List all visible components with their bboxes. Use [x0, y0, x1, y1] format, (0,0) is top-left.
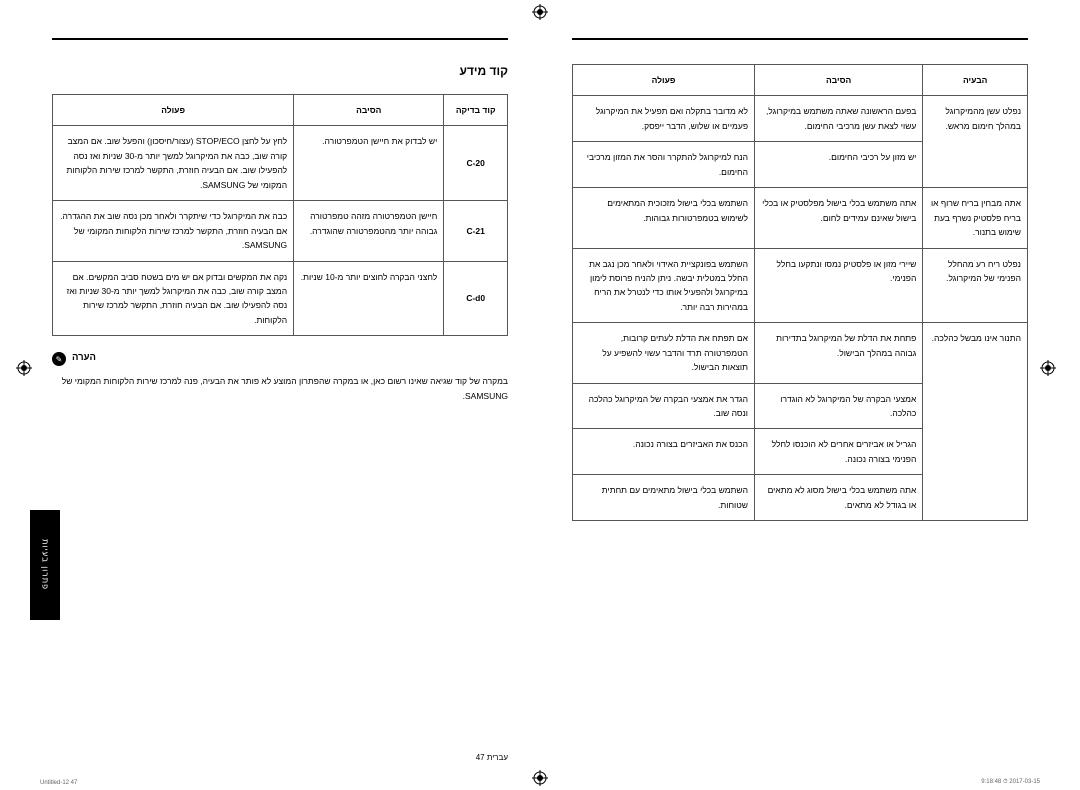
cell-problem: נפלט עשן מהמיקרוגל במהלך חימום מראש.	[923, 96, 1028, 188]
col-header-cause: הסיבה	[294, 95, 444, 126]
cell-cause: יש לבדוק את חיישן הטמפרטורה.	[294, 126, 444, 201]
col-header-problem: הבעיה	[923, 65, 1028, 96]
note-label: הערה	[72, 352, 96, 363]
page-right: הבעיה הסיבה פעולה נפלט עשן מהמיקרוגל במה…	[550, 10, 1050, 780]
cell-cause: חיישן הטמפרטורה מזהה טמפרטורה גבוהה יותר…	[294, 201, 444, 261]
cell-action: השתמש בכלי בישול מתאימים עם תחתית שטוחות…	[573, 475, 755, 521]
table-row: אתה מבחין בריח שרוף או בריח פלסטיק נשרף …	[573, 188, 1028, 248]
cell-problem: נפלט ריח רע מהחלל הפנימי של המיקרוגל.	[923, 248, 1028, 323]
error-code-table: קוד בדיקה הסיבה פעולה C-20יש לבדוק את חי…	[52, 94, 508, 336]
cell-cause: יש מזון על רכיבי החימום.	[755, 142, 923, 188]
registration-mark-top	[532, 4, 548, 20]
note-block: הערה ✎	[52, 352, 508, 366]
footer-page-number: עברית 47	[476, 753, 508, 762]
cell-action: אם תפתח את הדלת לעתים קרובות, הטמפרטורה …	[573, 323, 755, 383]
note-text: במקרה של קוד שגיאה שאינו רשום כאן, או במ…	[52, 374, 508, 403]
table-row: C-d0לחצני הבקרה לחוצים יותר מ-10 שניות.נ…	[53, 261, 508, 336]
page-left: קוד מידע קוד בדיקה הסיבה פעולה C-20יש לב…	[30, 10, 530, 780]
cell-action: נקה את המקשים ובדוק אם יש מים בשטח סביב …	[53, 261, 294, 336]
cell-cause: שיירי מזון או פלסטיק נמסו ונתקעו בחלל הפ…	[755, 248, 923, 323]
cell-problem: אתה מבחין בריח שרוף או בריח פלסטיק נשרף …	[923, 188, 1028, 248]
table-header-row: קוד בדיקה הסיבה פעולה	[53, 95, 508, 126]
cell-problem: התנור אינו מבשל כהלכה.	[923, 323, 1028, 521]
cell-action: השתמש בכלי בישול מזכוכית המתאימים לשימוש…	[573, 188, 755, 248]
table-row: נפלט עשן מהמיקרוגל במהלך חימום מראש.בפעם…	[573, 96, 1028, 142]
cell-cause: אמצעי הבקרה של המיקרוגל לא הוגדרו כהלכה.	[755, 383, 923, 429]
cell-action: לחץ על לחצן STOP/ECO (עצור/חיסכון) והפעל…	[53, 126, 294, 201]
cell-cause: בפעם הראשונה שאתה משתמש במיקרוגל, עשוי ל…	[755, 96, 923, 142]
cell-cause: לחצני הבקרה לחוצים יותר מ-10 שניות.	[294, 261, 444, 336]
cell-cause: הגריל או אביזרים אחרים לא הוכנסו לחלל הפ…	[755, 429, 923, 475]
cell-action: הנח למיקרוגל להתקרר והסר את המזון מרכיבי…	[573, 142, 755, 188]
note-icon: ✎	[52, 352, 66, 366]
table-row: C-21חיישן הטמפרטורה מזהה טמפרטורה גבוהה …	[53, 201, 508, 261]
cell-action: הכנס את האביזרים בצורה נכונה.	[573, 429, 755, 475]
print-meta-right: 2017-03-15 ⏱ 9:18:48	[981, 779, 1040, 786]
side-tab: פתרון בעיות	[30, 510, 60, 620]
col-header-cause: הסיבה	[755, 65, 923, 96]
troubleshooting-table: הבעיה הסיבה פעולה נפלט עשן מהמיקרוגל במה…	[572, 64, 1028, 521]
cell-action: הגדר את אמצעי הבקרה של המיקרוגל כהלכה ונ…	[573, 383, 755, 429]
section-title: קוד מידע	[52, 64, 508, 78]
cell-code: C-21	[444, 201, 508, 261]
table-header-row: הבעיה הסיבה פעולה	[573, 65, 1028, 96]
registration-mark-bottom	[532, 770, 548, 786]
col-header-action: פעולה	[573, 65, 755, 96]
cell-code: C-d0	[444, 261, 508, 336]
cell-cause: אתה משתמש בכלי בישול מסוג לא מתאים או בג…	[755, 475, 923, 521]
cell-action: לא מדובר בתקלה ואם תפעיל את המיקרוגל פעמ…	[573, 96, 755, 142]
table-row: נפלט ריח רע מהחלל הפנימי של המיקרוגל.שיי…	[573, 248, 1028, 323]
cell-code: C-20	[444, 126, 508, 201]
col-header-action: פעולה	[53, 95, 294, 126]
top-rule	[52, 38, 508, 40]
col-header-code: קוד בדיקה	[444, 95, 508, 126]
table-row: התנור אינו מבשל כהלכה.פתחת את הדלת של המ…	[573, 323, 1028, 383]
cell-cause: אתה משתמש בכלי בישול מפלסטיק או בכלי ביש…	[755, 188, 923, 248]
table-row: C-20יש לבדוק את חיישן הטמפרטורה.לחץ על ל…	[53, 126, 508, 201]
print-meta-left: Untitled-12 47	[40, 780, 77, 786]
top-rule	[572, 38, 1028, 40]
cell-cause: פתחת את הדלת של המיקרוגל בתדירות גבוהה ב…	[755, 323, 923, 383]
cell-action: השתמש בפונקציית האידוי ולאחר מכן נגב את …	[573, 248, 755, 323]
cell-action: כבה את המיקרוגל כדי שיתקרר ולאחר מכן נסה…	[53, 201, 294, 261]
page-footer: עברית 47	[52, 753, 508, 762]
